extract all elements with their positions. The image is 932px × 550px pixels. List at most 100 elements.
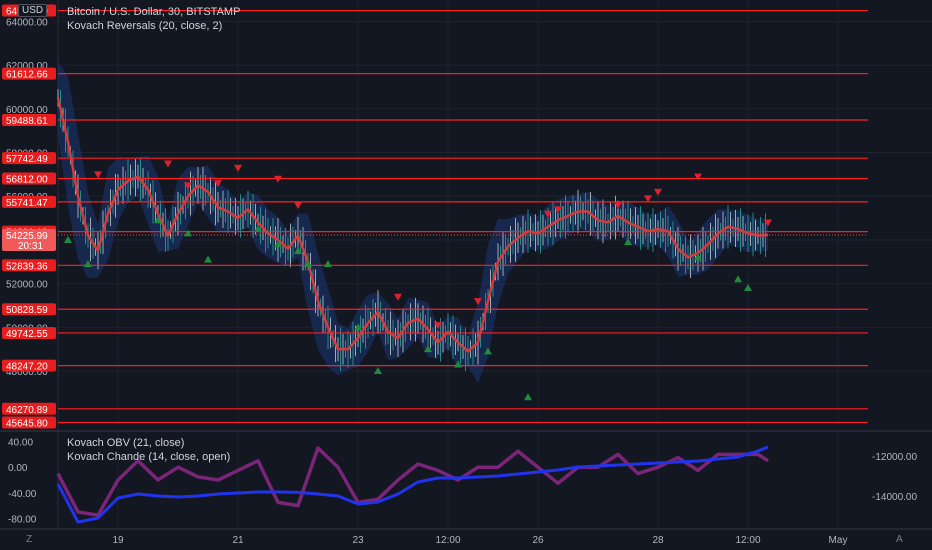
price-tag-box xyxy=(2,402,56,415)
sell-signal-marker xyxy=(234,164,242,172)
obv-tick-label: -14000.00 xyxy=(872,492,917,503)
timezone-glyph[interactable]: Z xyxy=(26,534,33,545)
sell-signal-marker xyxy=(614,201,622,209)
current-price-label: 54225.99 xyxy=(6,231,48,242)
oscillator-tick-label: -80.00 xyxy=(8,514,37,525)
sell-signal-marker xyxy=(214,180,222,188)
price-tag-label: 57742.49 xyxy=(6,154,48,165)
buy-signal-marker xyxy=(734,275,742,283)
buy-signal-marker xyxy=(744,284,752,291)
oscillator-axis: 40.00 0.00 -40.00 -80.00 xyxy=(8,438,37,526)
price-tick-label: 48000.00 xyxy=(6,367,48,378)
current-price-tag xyxy=(2,229,56,252)
price-tag-label: 55741.47 xyxy=(6,198,48,209)
sell-signal-marker xyxy=(644,195,652,203)
sell-signal-marker xyxy=(654,188,662,196)
price-tag-label: 59488.61 xyxy=(6,116,48,127)
time-tick-label: 23 xyxy=(352,535,364,546)
buy-signal-marker xyxy=(624,238,632,246)
sell-signal-marker xyxy=(554,206,562,214)
buy-signal-marker xyxy=(254,225,262,233)
buy-signal-marker xyxy=(374,367,382,375)
buy-signal-marker xyxy=(294,246,302,254)
currency-button[interactable]: USD xyxy=(18,4,48,17)
oscillator-tick-label: 0.00 xyxy=(8,463,28,474)
price-tag-label: 49742.55 xyxy=(6,329,48,340)
price-tick-label: 52000.00 xyxy=(6,280,48,291)
buy-signal-marker xyxy=(184,229,192,237)
oscillator-tick-label: 40.00 xyxy=(8,438,33,449)
time-tick-label: 12:00 xyxy=(735,535,760,546)
price-tag-label: 56812.00 xyxy=(6,175,48,186)
price-tick-label: 62000.00 xyxy=(6,61,48,72)
chande-indicator-label[interactable]: Kovach Chande (14, close, open) xyxy=(67,451,231,463)
buy-signal-marker xyxy=(484,347,492,355)
time-tick-label: 28 xyxy=(652,535,664,546)
price-line xyxy=(56,97,769,353)
price-tag-box xyxy=(2,172,56,185)
buy-signal-marker xyxy=(154,216,162,224)
sell-signal-marker xyxy=(544,210,552,218)
auto-scale-button[interactable]: A xyxy=(896,534,903,545)
price-tick-label: 60000.00 xyxy=(6,105,48,116)
time-tick-label: 19 xyxy=(112,535,124,546)
oscillator-tick-label: -40.00 xyxy=(8,489,37,500)
buy-signal-marker xyxy=(304,259,312,267)
sell-signal-marker xyxy=(164,160,172,168)
obv-indicator-label[interactable]: Kovach OBV (21, close) xyxy=(67,437,185,449)
price-tag-label: 48247.20 xyxy=(6,362,48,373)
sell-signal-marker xyxy=(184,182,192,190)
buy-signal-marker xyxy=(274,240,282,248)
price-tag-box xyxy=(2,303,56,316)
price-tag-label: 61612.66 xyxy=(6,70,48,81)
buy-signal-marker xyxy=(204,255,212,263)
buy-signal-marker xyxy=(454,360,462,368)
sell-signal-marker xyxy=(294,201,302,209)
price-tag-label: 45645.80 xyxy=(6,418,48,429)
price-tag-box xyxy=(2,114,56,127)
sell-signal-marker xyxy=(94,171,102,179)
obv-axis: -12000.00 -14000.00 xyxy=(872,452,917,503)
sell-signals xyxy=(94,160,772,330)
price-tag-label: 46270.89 xyxy=(6,405,48,416)
price-tag-label: 52839.36 xyxy=(6,261,48,272)
sell-signal-marker xyxy=(394,293,402,301)
price-tick-label: 64000.00 xyxy=(6,17,48,28)
reversal-indicator-label[interactable]: Kovach Reversals (20, close, 2) xyxy=(67,20,223,32)
buy-signal-marker xyxy=(84,259,92,267)
price-tag-box xyxy=(2,152,56,165)
time-tick-label: 21 xyxy=(232,535,244,546)
buy-signal-marker xyxy=(694,253,702,261)
time-axis: 19 21 23 12:00 26 28 12:00 May xyxy=(112,535,847,546)
price-tag-box xyxy=(2,195,56,208)
price-tag-label: 50828.59 xyxy=(6,305,48,316)
support-resistance-levels xyxy=(58,9,868,424)
obv-line xyxy=(56,445,769,524)
obv-tick-label: -12000.00 xyxy=(872,452,917,463)
time-tick-label: 12:00 xyxy=(435,535,460,546)
buy-signal-marker xyxy=(424,345,432,353)
buy-signal-marker xyxy=(354,323,362,331)
price-tags: 64500.0061612.6659488.6157742.4956812.00… xyxy=(2,4,56,429)
sell-signal-marker xyxy=(764,219,772,227)
buy-signal-marker xyxy=(64,235,72,243)
buy-signal-marker xyxy=(524,393,532,401)
chande-line xyxy=(56,446,769,517)
bar-countdown-label: 20:31 xyxy=(18,241,43,252)
sell-signal-marker xyxy=(474,298,482,306)
price-tag-box xyxy=(2,259,56,272)
buy-signals xyxy=(64,216,752,401)
buy-signal-marker xyxy=(324,259,332,267)
sell-signal-marker xyxy=(274,175,282,183)
price-tag-box xyxy=(2,416,56,429)
price-tag-box xyxy=(2,359,56,372)
sell-signal-marker xyxy=(694,173,702,181)
price-tag-box xyxy=(2,326,56,339)
symbol-title: Bitcoin / U.S. Dollar, 30, BITSTAMP xyxy=(67,6,241,18)
sell-signal-marker xyxy=(434,322,442,330)
price-tag-box xyxy=(2,67,56,80)
time-tick-label: 26 xyxy=(532,535,544,546)
time-tick-label: May xyxy=(829,535,848,546)
